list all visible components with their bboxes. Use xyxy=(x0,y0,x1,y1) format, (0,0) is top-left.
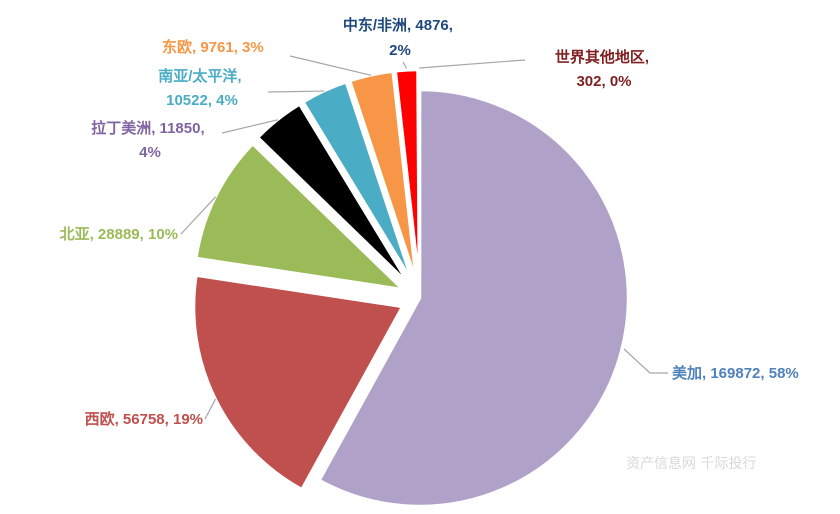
data-label-shijie-line2: 302, 0% xyxy=(576,73,631,90)
data-label-beiya: 北亚, 28889, 10% xyxy=(60,226,178,243)
pie-slice-xiou xyxy=(192,274,405,491)
leader-line-beiya xyxy=(180,196,217,235)
leader-lines xyxy=(180,55,668,420)
pie-slice-beiya xyxy=(195,142,406,291)
leader-line-xiou xyxy=(204,398,217,420)
pie-slice-meijia xyxy=(317,88,630,508)
data-labels: 美加, 169872, 58% 西欧, 56758, 19% 北亚, 28889… xyxy=(60,16,799,428)
data-label-meijia: 美加, 169872, 58% xyxy=(672,364,799,382)
leader-line-shijie xyxy=(419,59,526,69)
leader-line-ladingmeizhou xyxy=(221,119,278,134)
data-label-ladingmeizhou-line2: 4% xyxy=(139,144,161,161)
data-label-nanya: 南亚/太平洋, 10522, 4% xyxy=(158,67,246,109)
watermark: 资产信息网 千际投行 xyxy=(626,455,756,472)
data-label-zhongdong-line2: 2% xyxy=(389,42,411,59)
data-label-nanya-line1: 南亚/太平洋, xyxy=(158,67,241,85)
leader-line-nanya xyxy=(267,90,325,93)
data-label-dongou: 东欧, 9761, 3% xyxy=(162,38,264,56)
data-label-ladingmeizhou-line1: 拉丁美洲, 11850, xyxy=(91,119,204,137)
data-label-zhongdong-line1: 中东/非洲, 4876, xyxy=(343,16,453,34)
data-label-nanya-line2: 10522, 4% xyxy=(166,92,238,109)
pie-slice-shijie xyxy=(417,68,422,279)
data-label-zhongdong: 中东/非洲, 4876, 2% xyxy=(343,16,457,59)
data-label-shijie-line1: 世界其他地区, xyxy=(555,48,649,66)
leader-line-zhongdong xyxy=(402,61,408,69)
pie-slice-ladingmeizhou xyxy=(256,102,409,284)
leader-line-dongou xyxy=(289,55,372,76)
data-label-ladingmeizhou: 拉丁美洲, 11850, 4% xyxy=(91,119,209,161)
leader-line-meijia xyxy=(623,348,668,374)
data-label-shijie: 世界其他地区, 302, 0% xyxy=(555,48,653,90)
pie-slices xyxy=(192,68,630,508)
data-label-xiou: 西欧, 56758, 19% xyxy=(85,410,203,428)
